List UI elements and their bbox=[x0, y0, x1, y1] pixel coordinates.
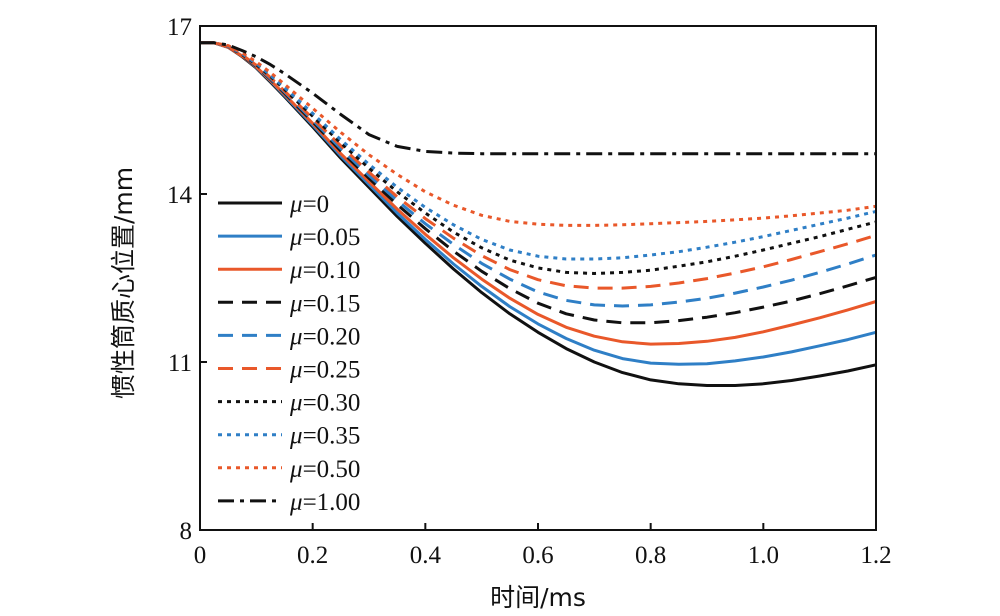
y-tick-label: 11 bbox=[168, 350, 192, 377]
x-axis-title: 时间/ms bbox=[490, 583, 586, 612]
legend: μ=0 μ=0.05 μ=0.10 μ=0.15 μ=0.20 μ=0.25 μ=0.30 μ… bbox=[218, 191, 360, 516]
series-line-8 bbox=[200, 41, 877, 227]
x-tick-label: 0.2 bbox=[297, 542, 328, 569]
x-tick-label: 1.2 bbox=[860, 542, 891, 569]
legend-label-5: μ=0.25 bbox=[289, 357, 360, 384]
legend-label-0: μ=0 bbox=[289, 191, 329, 218]
legend-label-7: μ=0.35 bbox=[289, 423, 360, 450]
series-line-7 bbox=[200, 41, 877, 261]
legend-label-8: μ=0.50 bbox=[289, 456, 360, 483]
y-tick-label: 17 bbox=[167, 14, 192, 41]
x-tick-label: 1.0 bbox=[748, 542, 779, 569]
series-line-9 bbox=[200, 41, 876, 156]
y-tick-label: 8 bbox=[180, 518, 193, 545]
legend-label-6: μ=0.30 bbox=[289, 390, 360, 417]
series-layer bbox=[200, 41, 877, 387]
legend-label-1: μ=0.05 bbox=[289, 224, 360, 251]
y-axis-title: 惯性筒质心位置/mm bbox=[109, 167, 138, 399]
legend-label-3: μ=0.15 bbox=[289, 290, 360, 317]
y-tick-label: 14 bbox=[167, 182, 193, 209]
legend-label-2: μ=0.10 bbox=[289, 257, 360, 284]
legend-label-9: μ=1.00 bbox=[289, 489, 360, 516]
x-tick-label: 0.8 bbox=[635, 542, 666, 569]
x-tick-label: 0.6 bbox=[522, 542, 553, 569]
series-line-5 bbox=[200, 41, 877, 290]
x-tick-label: 0.4 bbox=[410, 542, 442, 569]
ticks-layer: 0 0.2 0.4 0.6 0.8 1.0 1.2 8 11 14 17 bbox=[167, 14, 892, 569]
x-tick-label: 0 bbox=[194, 542, 207, 569]
legend-label-4: μ=0.20 bbox=[289, 323, 360, 350]
